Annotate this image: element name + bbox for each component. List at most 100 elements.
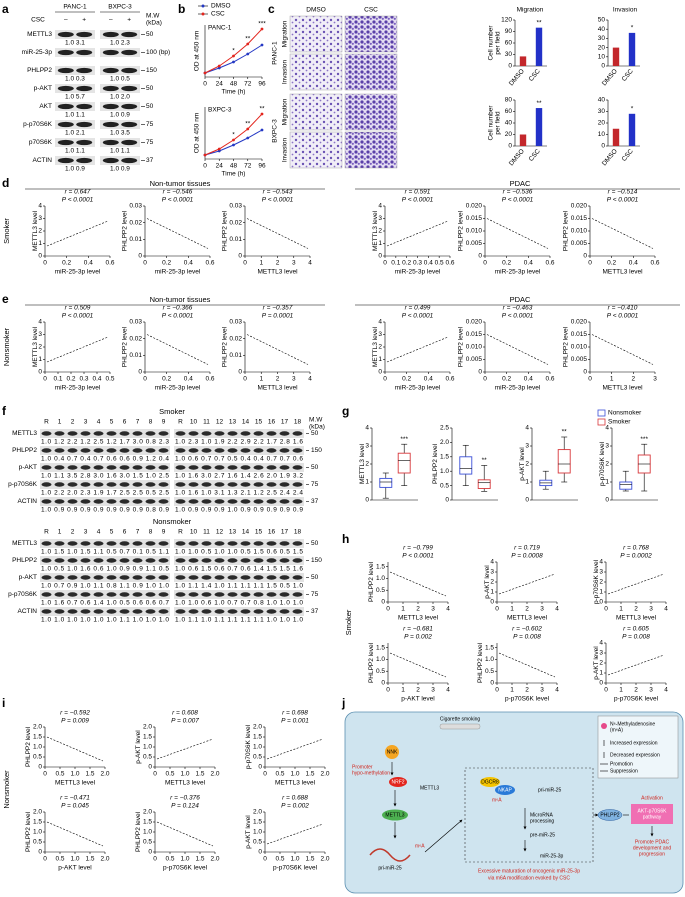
label: METTL3 <box>420 785 439 791</box>
band <box>41 431 52 436</box>
band <box>240 431 251 436</box>
band <box>240 575 251 580</box>
blot <box>100 138 140 147</box>
band <box>132 465 143 470</box>
y-tick-label: 1.5 <box>376 644 385 651</box>
band <box>253 465 264 470</box>
band <box>67 431 78 436</box>
y-axis-label: PHLPP2 level <box>458 210 465 251</box>
band <box>227 609 238 614</box>
band <box>54 575 65 580</box>
y-tick-label: 4 <box>599 559 603 566</box>
x-tick-label: 0.6 <box>545 260 554 267</box>
y-tick-label: 2 <box>599 579 603 586</box>
x-tick-label: 0.4 <box>524 260 533 267</box>
y-axis-label: PHLPP2 level <box>121 210 128 251</box>
x-tick-label: 0.2 <box>162 260 171 267</box>
p-value: P < 0.0001 <box>502 313 534 320</box>
x-tick-label: 0.6 <box>545 376 554 383</box>
mw-label: 100 (bp) <box>146 49 170 56</box>
blot-label: p-p70S6K <box>8 591 38 598</box>
band <box>158 431 169 436</box>
band <box>41 592 52 597</box>
band <box>76 139 93 146</box>
x-axis-label: METTL3 level <box>398 615 439 622</box>
trend-line <box>266 738 324 760</box>
x-axis-label: METTL3 level <box>507 615 548 622</box>
p-value: P = 0.0008 <box>511 553 543 560</box>
x-axis-label: miR-25-3p level <box>155 385 201 392</box>
y-tick-label: 2.0 <box>253 809 262 816</box>
nucleus-box <box>464 767 594 863</box>
y-tick-label: 1 <box>378 240 382 247</box>
label: Promote PDAC <box>635 839 670 845</box>
band <box>119 609 130 614</box>
trend-line <box>146 218 209 249</box>
chart-title: PANC-1 <box>208 25 232 32</box>
densitometry: 1.0 0.7 0.9 1.0 1.1 0.8 1.1 0.9 1.0 1.0 <box>41 583 169 590</box>
x-tick-label: 3 <box>292 260 296 267</box>
trend-line <box>486 218 549 249</box>
assay-label: Migration <box>282 20 289 47</box>
y-tick-label: 1.0 <box>376 656 385 663</box>
x-tick-label: 1.5 <box>305 771 314 778</box>
p-value: P = 0.008 <box>622 634 650 641</box>
lane-label: 8 <box>149 529 153 536</box>
correlation: r = −0.463 <box>503 305 533 312</box>
significance: *** <box>258 21 266 28</box>
box <box>619 481 633 490</box>
significance: ** <box>536 19 542 26</box>
y-axis-label: OD at 450 nm <box>194 113 201 153</box>
lane-label: 8 <box>149 419 153 426</box>
lane-label: 3 <box>84 419 88 426</box>
y-axis-label: p-p70S6K level <box>599 441 606 486</box>
y-tick-label: 0.5 <box>440 482 449 489</box>
blot-label: p-AKT <box>34 85 52 92</box>
x-axis-label: METTL3 level <box>616 615 657 622</box>
y-tick-label: 1.5 <box>143 734 152 741</box>
x-tick-label: 0 <box>386 606 390 613</box>
x-axis-label: p-p70S6K level <box>163 865 208 872</box>
mw-label: 50 <box>146 85 154 92</box>
mw-label: 50 <box>311 540 319 547</box>
legend-label: Suppression <box>610 768 638 774</box>
p-value: P = 0.0002 <box>620 553 652 560</box>
y-tick-label: 1 <box>38 356 42 363</box>
x-tick-label: 3 <box>653 376 657 383</box>
band <box>102 121 119 128</box>
trend-line <box>46 736 104 762</box>
densitometry: 1.0 0.4 0.7 0.4 0.7 0.6 0.6 0.9 1.2 0.4 <box>41 456 169 463</box>
y-tick-label: 0.020 <box>466 319 483 326</box>
y-tick-label: 3 <box>365 443 369 450</box>
correlation: r = 0.719 <box>514 545 540 552</box>
band <box>188 482 199 487</box>
y-tick-label: 0.015 <box>466 331 483 338</box>
y-tick-label: 0.5 <box>376 668 385 675</box>
box <box>477 479 491 489</box>
y-tick-label: 50 <box>598 17 606 24</box>
p-value: P = 0.007 <box>171 718 199 725</box>
y-axis-label: PHLPP2 level <box>221 326 228 367</box>
column-label: CSC <box>364 7 378 14</box>
band <box>158 482 169 487</box>
x-axis-label: miR-25-3p level <box>55 269 101 276</box>
blot <box>174 429 304 438</box>
y-axis-label: PHLPP2 level <box>432 443 439 484</box>
y-axis-label: p-p70S6K level <box>245 724 252 769</box>
growth-point <box>217 64 221 68</box>
blot <box>55 138 95 147</box>
densitometry: 1.0 1.5 1.0 1.5 1.1 0.5 0.7 0.1 0.5 1.1 <box>41 549 169 556</box>
band <box>201 558 212 563</box>
band <box>175 541 186 546</box>
y-tick-label: 1.5 <box>143 819 152 826</box>
band <box>214 592 225 597</box>
lane-label: 17 <box>281 529 289 536</box>
y-tick-label: 4 <box>605 425 609 432</box>
y-tick-label: 3 <box>38 331 42 338</box>
y-tick-label: 4 <box>525 425 529 432</box>
y-tick-label: 90 <box>505 28 513 35</box>
legend-label: Increased expression <box>610 740 658 746</box>
correlation: r = −0.602 <box>512 626 542 633</box>
label: progression <box>639 851 665 857</box>
blot <box>55 66 95 75</box>
